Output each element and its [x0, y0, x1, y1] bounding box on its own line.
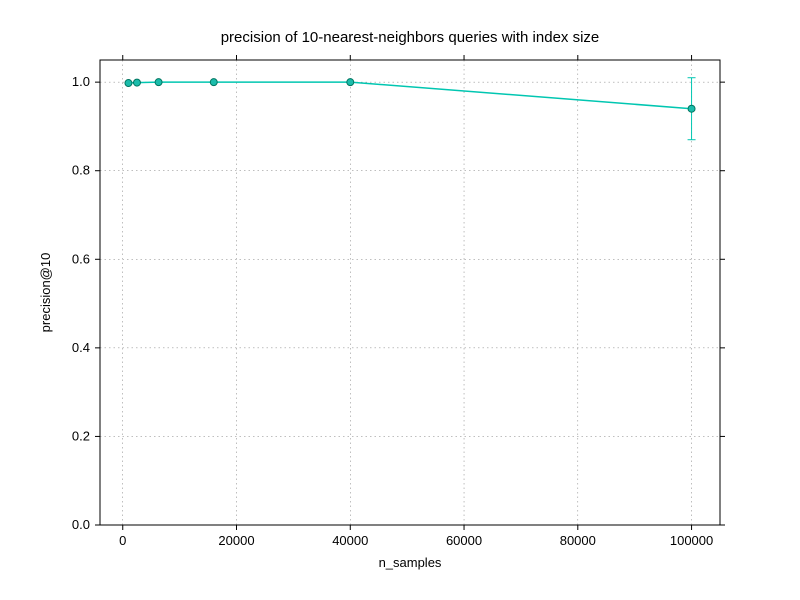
- xtick-label: 40000: [332, 533, 368, 548]
- data-marker: [210, 79, 217, 86]
- plot-frame: [100, 60, 720, 525]
- chart-container: 0 20000 40000 60000 80000 100000 0.0 0.2 0.4 0.6 0…: [0, 0, 800, 600]
- y-axis-label: precision@10: [38, 253, 53, 333]
- ytick-label: 0.4: [72, 340, 90, 355]
- data-line: [128, 82, 691, 109]
- data-marker: [133, 79, 140, 86]
- chart-title: precision of 10-nearest-neighbors querie…: [221, 29, 600, 46]
- data-marker: [688, 105, 695, 112]
- ytick-label: 1.0: [72, 74, 90, 89]
- data-marker: [155, 79, 162, 86]
- xtick-label: 80000: [560, 533, 596, 548]
- ytick-label: 0.2: [72, 428, 90, 443]
- xtick-label: 20000: [218, 533, 254, 548]
- xtick-label: 100000: [670, 533, 713, 548]
- xtick-label: 60000: [446, 533, 482, 548]
- data-marker: [347, 79, 354, 86]
- data-marker: [125, 80, 132, 87]
- ytick-label: 0.0: [72, 517, 90, 532]
- x-axis-label: n_samples: [379, 555, 442, 570]
- xtick-label: 0: [119, 533, 126, 548]
- ytick-label: 0.6: [72, 251, 90, 266]
- precision-chart: 0 20000 40000 60000 80000 100000 0.0 0.2 0.4 0.6 0…: [0, 0, 800, 600]
- ytick-label: 0.8: [72, 163, 90, 178]
